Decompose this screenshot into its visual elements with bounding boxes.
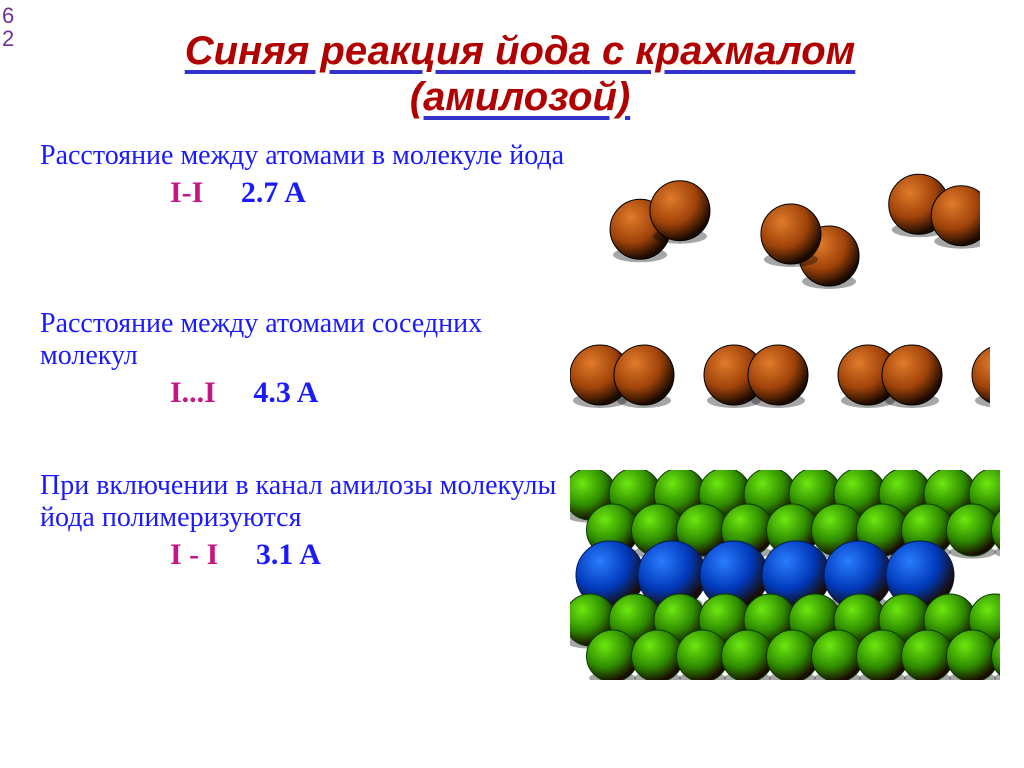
- section-3-value: 3.1 A: [256, 538, 321, 571]
- section-1-symbol: I-I: [170, 176, 203, 209]
- section-3-symbol: I - I: [170, 538, 218, 571]
- section-2-symbol: I...I: [170, 376, 216, 409]
- title-line1: Синяя реакция йода с крахмалом: [185, 29, 856, 73]
- section-2-value: 4.3 A: [253, 376, 318, 409]
- section-3-formula: I - I 3.1 A: [170, 538, 580, 572]
- figure-iodine-chain: [570, 320, 990, 430]
- section-3-text: При включении в канал амилозы молекулы й…: [40, 470, 580, 534]
- title-line2: (амилозой): [410, 75, 630, 119]
- page-number-top: 6: [2, 3, 14, 28]
- page-number: 6 2: [2, 4, 14, 50]
- figure-amylose-channel: [570, 470, 1000, 680]
- section-1-formula: I-I 2.7 A: [170, 176, 580, 210]
- section-3: При включении в канал амилозы молекулы й…: [40, 470, 580, 572]
- section-1-text: Расстояние между атомами в молекуле йода: [40, 140, 580, 172]
- page-number-bottom: 2: [2, 26, 14, 51]
- figure-iodine-molecules: [600, 140, 980, 300]
- section-2-formula: I...I 4.3 A: [170, 376, 580, 410]
- slide-title: Синяя реакция йода с крахмалом (амилозой…: [40, 28, 1000, 120]
- section-2: Расстояние между атомами соседних молеку…: [40, 308, 580, 410]
- section-1-value: 2.7 A: [241, 176, 306, 209]
- section-1: Расстояние между атомами в молекуле йода…: [40, 140, 580, 210]
- section-2-text: Расстояние между атомами соседних молеку…: [40, 308, 580, 372]
